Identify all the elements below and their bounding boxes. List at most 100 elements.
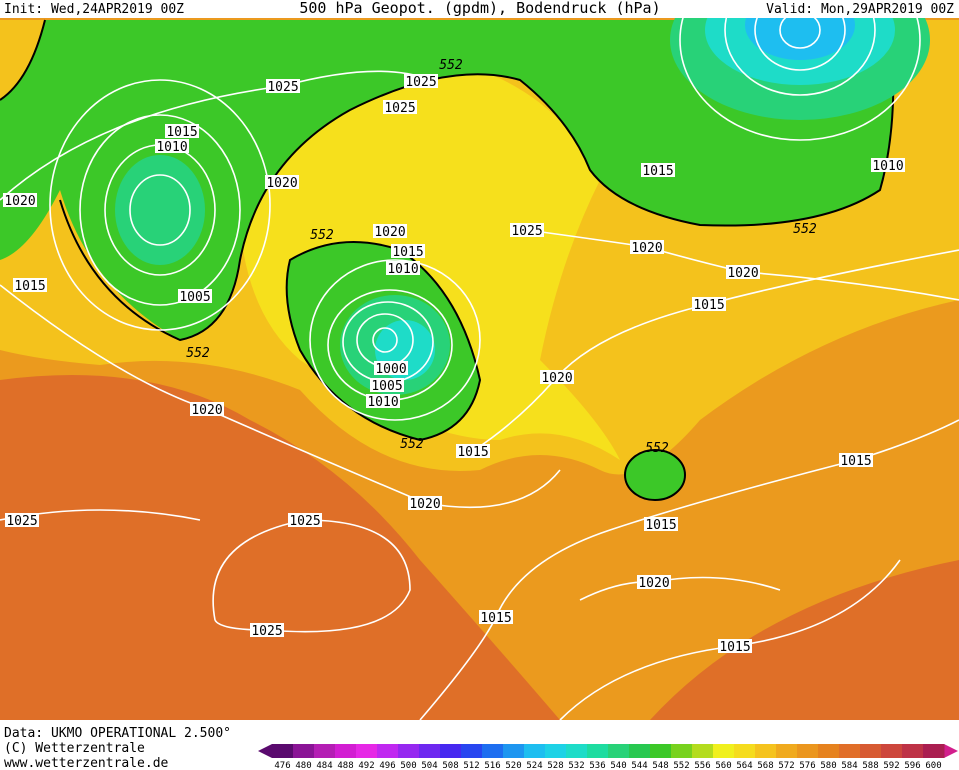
isobar-label: 1010 (387, 262, 418, 277)
colorbar-label: 564 (736, 761, 752, 770)
red-field (0, 375, 560, 720)
label-box (692, 297, 726, 311)
isobar-label: 1015 (14, 279, 45, 294)
colorbar-swatch (629, 744, 651, 758)
label-box (266, 79, 300, 93)
label-box (479, 610, 513, 624)
geopotential-label: 552 (439, 58, 463, 73)
isobar-label: 1015 (645, 518, 676, 533)
label-box (540, 370, 574, 384)
colorbar-label: 544 (631, 761, 647, 770)
isobar-label: 1010 (156, 140, 187, 155)
colorbar-swatch (377, 744, 399, 758)
label-box (13, 278, 47, 292)
data-source: Data: UKMO OPERATIONAL 2.500° (4, 726, 231, 741)
label-box (190, 402, 224, 416)
header-band (0, 0, 959, 18)
colorbar-swatch (839, 744, 861, 758)
label-box (373, 224, 407, 238)
label-box (718, 639, 752, 653)
colorbar-label: 524 (526, 761, 542, 770)
colorbar-swatch (356, 744, 378, 758)
label-box (391, 244, 425, 258)
label-box (386, 261, 420, 275)
colorbar-label: 532 (568, 761, 584, 770)
colorbar-swatch (314, 744, 336, 758)
isobar (0, 70, 431, 201)
red-field (650, 560, 959, 720)
isobar (419, 419, 959, 721)
isobar-label: 1025 (6, 514, 37, 529)
colorbar-label: 536 (589, 761, 605, 770)
label-box (641, 163, 675, 177)
colorbar-swatch (524, 744, 546, 758)
isobar-label: 1020 (374, 225, 405, 240)
isobar-label: 1015 (840, 454, 871, 469)
colorbar-swatch (713, 744, 735, 758)
isobar (0, 284, 561, 509)
copyright: (C) Wetterzentrale (4, 741, 145, 756)
colorbar-swatch (272, 744, 294, 758)
isobar-label: 1020 (191, 403, 222, 418)
geopotential-label: 552 (310, 228, 334, 243)
label-box (366, 394, 400, 408)
colorbar-swatch (671, 744, 693, 758)
url: www.wetterzentrale.de (4, 756, 169, 770)
colorbar-label: 552 (673, 761, 689, 770)
label-box (178, 289, 212, 303)
colorbar-arrow (944, 744, 958, 758)
colorbar-label: 516 (484, 761, 500, 770)
colorbar-swatch (860, 744, 882, 758)
colorbar-label: 520 (505, 761, 521, 770)
colorbar-swatch (482, 744, 504, 758)
label-box (456, 444, 490, 458)
isobar (372, 327, 398, 353)
colorbar-label: 504 (421, 761, 437, 770)
colorbar: 476 480 484 488 492 496 500 504 508 512 516 520 524 5… (258, 744, 958, 770)
colorbar-label: 588 (862, 761, 878, 770)
colorbar-swatch (503, 744, 525, 758)
colorbar-swatch (566, 744, 588, 758)
label-box (383, 100, 417, 114)
label-box (155, 139, 189, 153)
colorbar-swatch (335, 744, 357, 758)
isobar (472, 249, 959, 452)
label-box (726, 265, 760, 279)
colorbar-label: 484 (316, 761, 332, 770)
label-box (510, 223, 544, 237)
map-labels: 1025 102510251015101010201020100510151020… (3, 58, 905, 655)
label-box (404, 74, 438, 88)
colorbar-label: 488 (337, 761, 353, 770)
valid-time: Valid: Mon,29APR2019 00Z (766, 2, 954, 17)
isobar-label: 1015 (457, 445, 488, 460)
isobar (49, 79, 271, 331)
colorbar-swatch (818, 744, 840, 758)
colorbar-label: 584 (841, 761, 857, 770)
colorbar-label: 528 (547, 761, 563, 770)
colorbar-swatch (650, 744, 672, 758)
label-box (165, 124, 199, 138)
colorbar-label: 500 (400, 761, 416, 770)
isobar-label: 1020 (727, 266, 758, 281)
isobar-label: 1015 (693, 298, 724, 313)
isobar (79, 114, 241, 306)
colorbar-label: 496 (379, 761, 395, 770)
isobar (724, 0, 876, 96)
colorbar-label: 568 (757, 761, 773, 770)
isobar-label: 1020 (631, 241, 662, 256)
colorbar-label: 600 (925, 761, 941, 770)
init-time: Init: Wed,24APR2019 00Z (4, 2, 184, 17)
colorbar-swatch (419, 744, 441, 758)
isobar-label: 1025 (511, 224, 542, 239)
isobar-label: 1020 (409, 497, 440, 512)
map: 1025 102510251015101010201020100510151020… (0, 0, 959, 721)
colorbar-swatch (923, 744, 945, 758)
colorbar-label: 592 (883, 761, 899, 770)
isobar-label: 1010 (367, 395, 398, 410)
geopotential-label: 552 (645, 441, 669, 456)
colorbar-label: 508 (442, 761, 458, 770)
isobar (754, 0, 846, 71)
colorbar-label: 492 (358, 761, 374, 770)
label-box (644, 517, 678, 531)
colorbar-swatch (734, 744, 756, 758)
